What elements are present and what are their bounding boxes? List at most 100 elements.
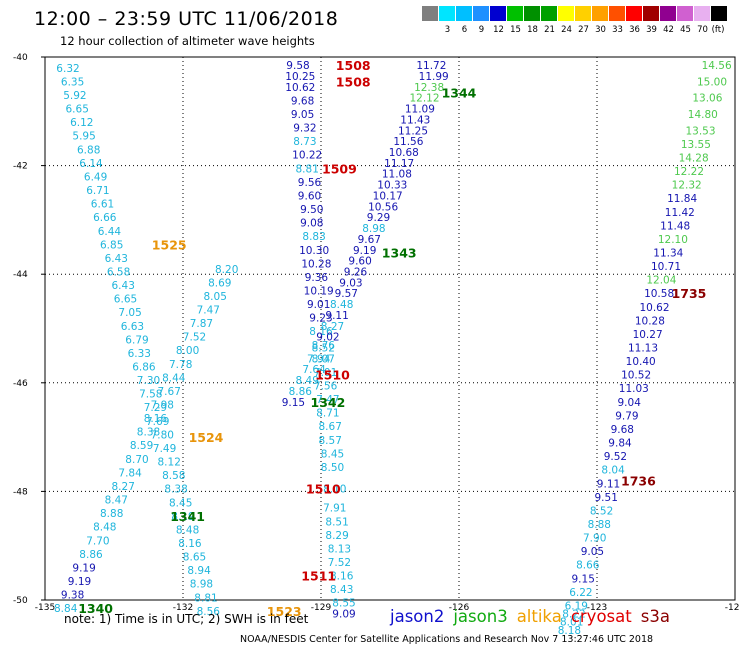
- color-scale-swatch: [422, 6, 439, 21]
- color-scale-swatch: [524, 6, 541, 21]
- wave-height-value: 8.16: [144, 413, 168, 425]
- wave-height-value: 9.26: [344, 266, 368, 278]
- wave-height-value: 8.52: [590, 505, 613, 517]
- wave-height-value: 9.68: [291, 95, 314, 107]
- wave-height-value: 8.76: [312, 340, 336, 352]
- wave-height-value: 8.45: [321, 448, 344, 460]
- wave-height-value: 8.70: [125, 454, 148, 466]
- wave-height-value: 8.98: [190, 579, 213, 591]
- y-tick-label: -44: [13, 270, 28, 280]
- wave-height-value: 9.58: [286, 60, 309, 72]
- wave-height-value: 7.98: [151, 400, 174, 412]
- color-scale-label: 42: [663, 25, 674, 35]
- wave-height-value: 7.94: [307, 353, 331, 365]
- color-scale-swatch: [575, 6, 592, 21]
- color-scale-swatch: [626, 6, 643, 21]
- pass-time-label: 1340: [78, 601, 113, 616]
- wave-height-value: 7.84: [118, 467, 142, 479]
- wave-height-value: 10.56: [368, 201, 398, 213]
- pass-time-label: 1735: [672, 286, 707, 301]
- wave-height-value: 6.19: [565, 600, 588, 612]
- wave-height-value: 6.32: [56, 63, 79, 75]
- wave-height-value: 7.52: [328, 557, 351, 569]
- wave-height-value: 9.11: [597, 478, 620, 490]
- wave-height-value: 6.66: [93, 212, 117, 224]
- color-scale-swatch: [711, 6, 728, 21]
- color-scale-swatches: [422, 6, 728, 21]
- color-scale-labels: 3 6 9 12 15 18 21 24 27 30 33 36 39 42 45 70 (ft): [422, 25, 740, 37]
- pass-time-label: 1524: [189, 430, 224, 445]
- color-scale-label: 30: [595, 25, 606, 35]
- wave-height-value: 8.67: [319, 421, 342, 433]
- wave-height-value: 7.52: [183, 332, 206, 344]
- wave-height-value: 7.90: [583, 533, 606, 545]
- wave-height-value: 9.50: [300, 204, 323, 216]
- wave-height-value: 8.16: [178, 538, 202, 550]
- wave-height-value: 12.22: [674, 166, 704, 178]
- wave-height-value: 9.36: [305, 272, 329, 284]
- legend-entry: altika: [516, 607, 562, 626]
- wave-height-value: 9.15: [572, 573, 595, 585]
- wave-height-value: 8.13: [328, 543, 351, 555]
- color-scale-swatch: [677, 6, 694, 21]
- color-scale-swatch: [473, 6, 490, 21]
- color-scale-swatch: [694, 6, 711, 21]
- wave-height-value: 8.57: [319, 435, 342, 447]
- color-scale-label: 27: [578, 25, 589, 35]
- wave-height-value: 12.04: [646, 275, 676, 287]
- wave-height-value: 8.48: [176, 524, 199, 536]
- wave-height-value: 6.86: [132, 362, 156, 374]
- wave-height-value: 9.38: [61, 590, 84, 602]
- wave-height-value: 15.00: [697, 76, 727, 88]
- wave-height-value: 8.65: [183, 552, 206, 564]
- wave-height-value: 8.45: [169, 497, 192, 509]
- wave-height-value: 8.22: [562, 609, 585, 621]
- wave-height-value: 8.47: [105, 495, 128, 507]
- wave-height-value: 8.43: [330, 584, 353, 596]
- x-tick-label: -132: [173, 603, 193, 613]
- wave-height-value: 11.43: [400, 114, 430, 126]
- wave-height-value: 8.66: [576, 560, 600, 572]
- wave-height-value: 11.09: [405, 104, 435, 116]
- wave-height-value: 13.53: [685, 125, 715, 137]
- legend-entry: jason2: [390, 607, 445, 626]
- wave-height-value: 9.04: [618, 397, 642, 409]
- wave-height-value: 7.64: [302, 364, 326, 376]
- wave-height-value: 8.27: [112, 481, 135, 493]
- wave-height-value: 8.69: [208, 277, 231, 289]
- wave-height-value: 6.71: [86, 185, 109, 197]
- chart-note: note: 1) Time is in UTC; 2) SWH is in fe…: [64, 612, 309, 626]
- wave-height-value: 6.49: [84, 171, 107, 183]
- wave-height-value: 8.88: [588, 519, 611, 531]
- wave-height-value: 6.88: [77, 144, 100, 156]
- y-tick-label: -42: [13, 162, 28, 172]
- wave-height-value: 11.42: [665, 207, 695, 219]
- wave-height-value: 9.32: [293, 123, 316, 135]
- pass-time-label: 1510: [306, 482, 341, 497]
- wave-height-value: 7.49: [153, 443, 176, 455]
- satellite-legend: jason2 jason3 altika cryosat s3a: [390, 607, 679, 626]
- wave-height-value: 9.05: [581, 546, 604, 558]
- wave-height-value: 11.08: [382, 169, 412, 181]
- wave-height-value: 8.16: [309, 326, 333, 338]
- pass-time-label: 1508: [336, 74, 371, 89]
- wave-height-value: 6.22: [569, 587, 592, 599]
- color-scale-swatch: [643, 6, 660, 21]
- wave-height-value: 9.68: [611, 424, 634, 436]
- wave-height-value: 9.05: [291, 109, 314, 121]
- wave-height-value: 6.65: [114, 294, 137, 306]
- wave-height-value: 8.98: [362, 223, 385, 235]
- wave-height-value: 13.06: [692, 93, 722, 105]
- wave-height-value: 10.27: [633, 329, 663, 341]
- pass-time-label: 1508: [336, 58, 371, 73]
- wave-height-value: 9.19: [353, 245, 376, 257]
- wave-height-value: 6.79: [125, 334, 148, 346]
- wave-height-value: 11.48: [660, 220, 690, 232]
- color-scale-label: 3: [444, 25, 451, 35]
- pass-time-label: 1342: [311, 395, 346, 410]
- wave-height-value: 7.01: [314, 367, 337, 379]
- wave-height-value: 6.43: [105, 253, 128, 265]
- wave-height-value: 7.69: [146, 416, 169, 428]
- wave-height-value: 9.19: [72, 562, 95, 574]
